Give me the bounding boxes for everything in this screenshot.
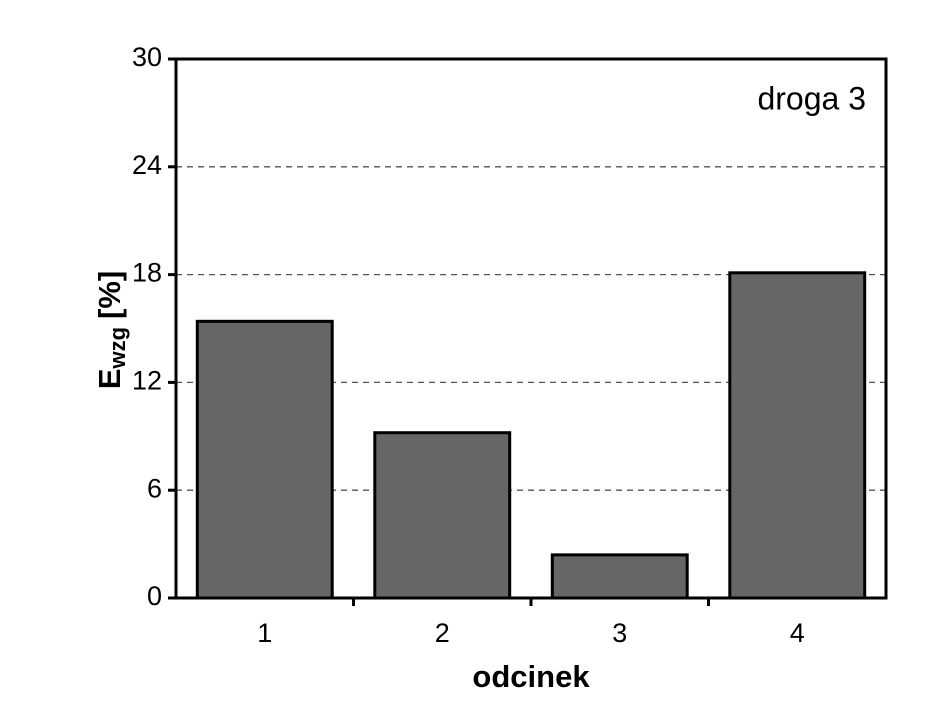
x-tick-label: 1 [257, 618, 272, 648]
x-axis-label: odcinek [472, 659, 590, 694]
y-tick-label: 12 [132, 366, 162, 396]
y-label-main: E [92, 369, 127, 390]
bar [550, 553, 689, 600]
y-label-unit: [%] [92, 271, 127, 319]
x-tick-label: 4 [790, 618, 805, 648]
y-tick-label: 0 [147, 581, 162, 611]
y-tick-label: 24 [132, 150, 162, 180]
y-tick-label: 30 [132, 42, 162, 72]
annotation: droga 3 [757, 80, 866, 116]
y-label-sub: wzg [105, 327, 130, 370]
bar [373, 431, 512, 600]
plot-frame [174, 57, 888, 600]
y-tick-label: 18 [132, 258, 162, 288]
bar [195, 319, 334, 600]
y-tick-label: 6 [147, 473, 162, 503]
x-tick-label: 3 [612, 618, 627, 648]
bar [728, 271, 867, 600]
y-axis-label: Ewzg [%] [92, 271, 130, 389]
x-tick-label: 2 [435, 618, 450, 648]
